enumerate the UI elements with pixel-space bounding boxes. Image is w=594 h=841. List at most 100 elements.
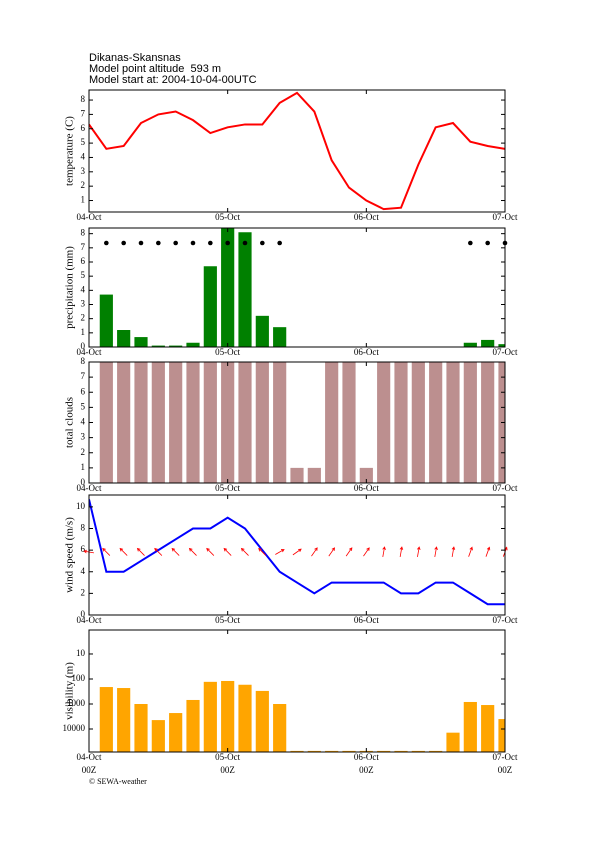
wind-arrow (136, 547, 145, 556)
y-tick-label: 8 (81, 523, 86, 533)
y-tick-label: 6 (81, 544, 86, 554)
bar (446, 732, 460, 752)
x-tick-label: 06-Oct (354, 212, 379, 222)
bar (377, 362, 391, 483)
wind-arrow (485, 546, 491, 557)
wind-arrow (363, 547, 370, 557)
x-tick-label: 05-Oct (215, 615, 240, 625)
wind-arrow (399, 546, 404, 557)
wind-arrow (119, 547, 128, 556)
precip-symbol (242, 240, 248, 246)
y-tick-label: 0 (81, 609, 86, 619)
line (89, 91, 505, 211)
model-start: Model start at: 2004-10-04-00UTC (89, 74, 257, 86)
x-tick-label: 07-Oct (493, 615, 518, 625)
plot-area (99, 228, 505, 347)
bar (429, 750, 443, 752)
bar (203, 681, 217, 752)
bar (411, 362, 425, 483)
y-tick-label: 8 (81, 94, 86, 104)
bar (481, 705, 495, 752)
x-tick-label: 04-Oct (77, 483, 102, 493)
wind-arrow (206, 547, 215, 556)
bar (498, 719, 505, 752)
plot-area (99, 680, 505, 752)
x-sublabel: 00Z (498, 765, 513, 775)
wind-arrow (240, 547, 249, 556)
x-tick-label: 06-Oct (354, 615, 379, 625)
plot-area (89, 91, 505, 211)
bar (429, 362, 443, 483)
y-tick-label: 1 (81, 327, 86, 337)
wind-arrow (382, 546, 386, 557)
bar (342, 362, 356, 483)
y-tick-label: 6 (81, 256, 86, 266)
x-tick-label: 04-Oct (77, 347, 102, 357)
y-tick-label: 10 (76, 648, 86, 658)
bar (238, 232, 252, 347)
x-tick-label: 04-Oct (77, 615, 102, 625)
bar (273, 327, 287, 347)
bar (99, 294, 113, 347)
x-tick-label: 05-Oct (215, 347, 240, 357)
y-tick-label: 0 (81, 477, 86, 487)
precip-symbol (156, 240, 161, 246)
panel-frame (88, 89, 506, 213)
bar (342, 750, 356, 752)
panel-frame (88, 361, 506, 484)
x-sublabel: 00Z (82, 765, 97, 775)
y-tick-label: 4 (81, 417, 86, 427)
bar (290, 467, 304, 483)
y-axis-label: precipitation (mm) (64, 246, 76, 329)
bar (186, 362, 200, 483)
bar (203, 362, 217, 483)
bar (169, 345, 183, 347)
y-tick-label: 5 (81, 270, 86, 280)
panel-frame (88, 629, 506, 753)
y-tick-label: 2 (81, 180, 86, 190)
y-axis-label: temperature (C) (64, 116, 76, 186)
bar (221, 228, 235, 347)
wind-arrow (292, 548, 302, 556)
precip-symbol (104, 240, 109, 246)
bar (117, 362, 131, 483)
bar (307, 467, 321, 483)
y-tick-label: 3 (81, 166, 86, 176)
bar (151, 362, 165, 483)
bar (134, 704, 148, 752)
y-tick-label: 6 (81, 123, 86, 133)
bar (481, 339, 495, 347)
y-tick-label: 2 (81, 447, 86, 457)
bar (255, 690, 269, 752)
y-tick-label: 10000 (63, 723, 86, 733)
precip-symbol (260, 240, 265, 246)
precip-symbol (190, 240, 196, 246)
bar (134, 337, 148, 347)
bar (255, 362, 269, 483)
bar (325, 362, 339, 483)
bar (325, 750, 339, 752)
precip-symbol (138, 240, 144, 246)
x-tick-label: 05-Oct (215, 483, 240, 493)
precip-symbol (468, 240, 473, 246)
bar (99, 362, 113, 483)
x-tick-label: 05-Oct (215, 212, 240, 222)
line (89, 499, 505, 606)
wind-arrow (451, 546, 456, 557)
wind-arrow (102, 547, 111, 556)
x-tick-label: 07-Oct (493, 483, 518, 493)
plot-area (89, 499, 505, 606)
bar (394, 362, 408, 483)
bar (238, 362, 252, 483)
wind-arrow (311, 547, 318, 557)
bar (394, 750, 408, 752)
bar (151, 720, 165, 752)
precip-symbol (225, 240, 230, 246)
bar (481, 362, 495, 483)
y-axis-label: visibility (m) (64, 662, 76, 720)
y-tick-label: 10 (76, 501, 86, 511)
precip-symbol (277, 240, 282, 246)
y-tick-label: 6 (81, 386, 86, 396)
bar (273, 704, 287, 752)
